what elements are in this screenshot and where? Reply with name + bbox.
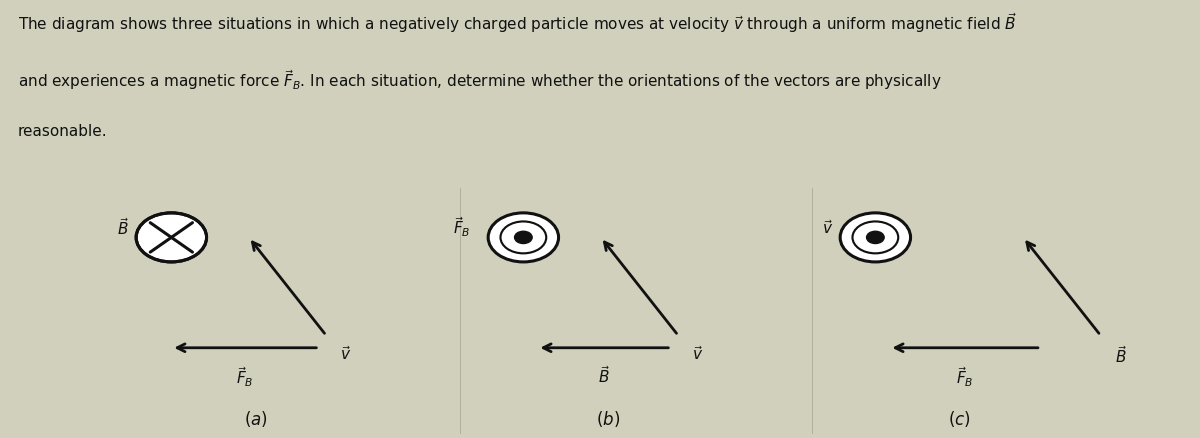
Circle shape xyxy=(488,213,558,262)
Text: $(c)$: $(c)$ xyxy=(948,409,971,429)
Text: reasonable.: reasonable. xyxy=(18,124,108,139)
Circle shape xyxy=(515,231,532,244)
Text: $\vec{F}_B$: $\vec{F}_B$ xyxy=(236,365,254,389)
Text: $\vec{B}$: $\vec{B}$ xyxy=(116,217,130,238)
Text: $\vec{B}$: $\vec{B}$ xyxy=(598,365,611,386)
Circle shape xyxy=(852,222,899,253)
Text: $\vec{v}$: $\vec{v}$ xyxy=(341,345,352,363)
Text: $\vec{F}_B$: $\vec{F}_B$ xyxy=(452,216,470,240)
Circle shape xyxy=(866,231,884,244)
Text: $(b)$: $(b)$ xyxy=(595,409,620,429)
Text: $\vec{v}$: $\vec{v}$ xyxy=(822,219,833,237)
Text: $\vec{F}_B$: $\vec{F}_B$ xyxy=(956,365,974,389)
Text: $\vec{v}$: $\vec{v}$ xyxy=(692,345,703,363)
Text: $(a)$: $(a)$ xyxy=(244,409,268,429)
Circle shape xyxy=(136,213,206,262)
Circle shape xyxy=(840,213,911,262)
Text: $\vec{B}$: $\vec{B}$ xyxy=(1115,345,1127,366)
Text: The diagram shows three situations in which a negatively charged particle moves : The diagram shows three situations in wh… xyxy=(18,11,1016,35)
Circle shape xyxy=(500,222,546,253)
Text: and experiences a magnetic force $\vec{F}_{B}$. In each situation, determine whe: and experiences a magnetic force $\vec{F… xyxy=(18,68,942,92)
